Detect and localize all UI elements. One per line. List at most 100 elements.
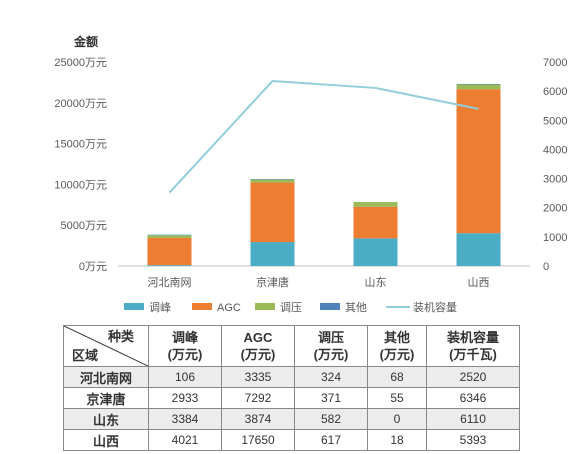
table-row: 山西 4021 17650 617 18 5393 — [63, 429, 520, 451]
legend-label: 装机容量 — [413, 300, 457, 314]
line-series — [168, 80, 479, 194]
legend-swatch — [192, 303, 212, 310]
legend-label: 调压 — [280, 301, 302, 314]
bar-segment — [250, 179, 295, 183]
y-axis-label: 金额 — [73, 34, 98, 49]
row-region: 河北南网 — [63, 366, 149, 388]
bar-segment — [456, 89, 501, 234]
header-title: 调压 — [317, 330, 344, 345]
table-header-cell: 装机容量 (万千瓦) — [426, 325, 520, 367]
stacked-bar-chart: 金额 0万元 5000万元 10000万元 15000万元 20000万元 25000万元… — [54, 34, 567, 314]
table-cell: 371 — [294, 387, 368, 409]
table-cell: 2520 — [426, 366, 520, 388]
y-tick-label: 10000万元 — [54, 179, 107, 191]
table-cell: 617 — [294, 429, 368, 451]
header-title: AGC — [243, 330, 273, 345]
bar-segment — [250, 182, 295, 243]
table-row: 河北南网 106 3335 324 68 2520 — [63, 366, 520, 388]
y2-tick-label: 6000 — [543, 86, 567, 98]
bar-segment — [147, 234, 192, 236]
table-cell: 68 — [367, 366, 427, 388]
header-unit: (万元) — [167, 347, 203, 362]
table-row: 山东 3384 3874 582 0 6110 — [63, 408, 520, 430]
y-tick-label: 20000万元 — [54, 98, 107, 110]
table-cell: 17650 — [221, 429, 295, 451]
table-cell: 4021 — [148, 429, 222, 451]
line-series-path — [168, 80, 479, 194]
table-row: 京津唐 2933 7292 371 55 6346 — [63, 387, 520, 409]
table-header-cell: 调峰 (万元) — [148, 325, 222, 367]
table-cell: 582 — [294, 408, 368, 430]
y2-tick-label: 5000 — [543, 115, 567, 127]
y2-tick-label: 2000 — [543, 203, 567, 215]
bars — [147, 83, 501, 266]
legend: 调峰 AGC 调压 其他 装机容量 — [124, 300, 457, 314]
y2-tick-label: 3000 — [543, 174, 567, 186]
table-cell: 18 — [367, 429, 427, 451]
legend-swatch — [124, 303, 144, 310]
table-cell: 6346 — [426, 387, 520, 409]
table-cell: 2933 — [148, 387, 222, 409]
table-cell: 5393 — [426, 429, 520, 451]
row-region: 山东 — [63, 408, 149, 430]
bar-segment — [456, 83, 501, 85]
table-cell: 6110 — [426, 408, 520, 430]
table-cell: 7292 — [221, 387, 295, 409]
legend-label: 调峰 — [149, 301, 171, 314]
header-unit: (万元) — [240, 347, 276, 362]
table-header-cell: 其他 (万元) — [367, 325, 427, 367]
legend-label: AGC — [217, 302, 241, 314]
header-title: 其他 — [383, 330, 410, 345]
header-title: 调峰 — [171, 330, 198, 345]
table-header-cell: AGC (万元) — [221, 325, 295, 367]
bar-segment — [147, 265, 192, 266]
table-header-cell: 调压 (万元) — [294, 325, 368, 367]
table-cell: 3335 — [221, 366, 295, 388]
y2-axis-ticks: 0 1000 2000 3000 4000 5000 6000 7000 — [543, 57, 567, 273]
header-unit: (万元) — [379, 347, 415, 362]
table-cell: 0 — [367, 408, 427, 430]
x-tick-label: 山东 — [365, 276, 387, 289]
data-table: 种类 区域 调峰 (万元) AGC (万元) 调压 (万元) 其他 (万元) 装机容量 (… — [63, 325, 520, 451]
corner-diagonal — [64, 326, 148, 366]
header-unit: (万元) — [313, 347, 349, 362]
y-tick-label: 5000万元 — [61, 220, 107, 232]
x-tick-label: 山西 — [468, 276, 490, 289]
table-header-row: 种类 区域 调峰 (万元) AGC (万元) 调压 (万元) 其他 (万元) 装机容量 (… — [63, 325, 520, 367]
y-tick-label: 15000万元 — [54, 139, 107, 151]
header-title: 装机容量 — [446, 330, 499, 345]
table-corner-cell: 种类 区域 — [63, 325, 149, 367]
bar-segment — [250, 242, 295, 266]
legend-label: 其他 — [345, 301, 367, 314]
table-cell: 324 — [294, 366, 368, 388]
row-region: 山西 — [63, 429, 149, 451]
y2-tick-label: 4000 — [543, 144, 567, 156]
y-tick-label: 0万元 — [79, 261, 107, 273]
table-cell: 3384 — [148, 408, 222, 430]
y2-tick-label: 0 — [543, 261, 549, 273]
x-tick-label: 京津唐 — [256, 275, 289, 289]
table-cell: 106 — [148, 366, 222, 388]
bar-segment — [456, 233, 501, 266]
x-axis-ticks: 河北南网 京津唐 山东 山西 — [148, 275, 490, 289]
corner-bottom-label: 区域 — [72, 348, 99, 363]
legend-swatch — [255, 303, 275, 310]
legend-swatch — [320, 303, 340, 310]
y2-tick-label: 7000 — [543, 57, 567, 69]
bar-segment — [353, 206, 398, 239]
bar-segment — [147, 237, 192, 266]
bar-segment — [353, 238, 398, 266]
y2-tick-label: 1000 — [543, 232, 567, 244]
y-axis-ticks: 0万元 5000万元 10000万元 15000万元 20000万元 25000万元 — [54, 57, 107, 273]
x-tick-label: 河北南网 — [148, 276, 192, 289]
bar-segment — [456, 84, 501, 90]
corner-top-label: 种类 — [107, 329, 134, 344]
table-cell: 55 — [367, 387, 427, 409]
bar-segment — [353, 202, 398, 207]
y-tick-label: 25000万元 — [54, 57, 107, 69]
table-cell: 3874 — [221, 408, 295, 430]
bar-segment — [250, 179, 295, 180]
header-unit: (万千瓦) — [449, 347, 497, 362]
bar-segment — [147, 235, 192, 238]
row-region: 京津唐 — [63, 387, 149, 409]
